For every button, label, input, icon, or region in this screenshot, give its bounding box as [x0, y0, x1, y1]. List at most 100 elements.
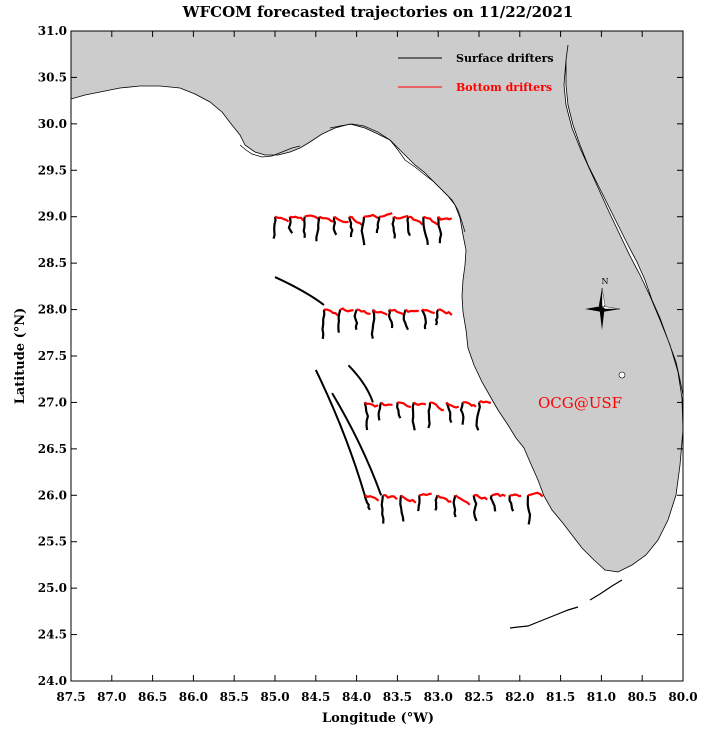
x-tick-label: 81.5 — [546, 690, 575, 704]
x-axis-label: Longitude (°W) — [322, 711, 434, 726]
surface-trajectory — [437, 216, 443, 244]
surface-trajectory — [434, 309, 440, 326]
x-tick-label: 86.5 — [138, 690, 167, 704]
surface-trajectory — [377, 402, 383, 421]
y-tick-label: 31.0 — [38, 24, 67, 38]
bottom-trajectory — [418, 492, 432, 497]
surface-trajectory — [380, 495, 385, 524]
bottom-trajectory — [421, 308, 435, 315]
surface-trajectory — [526, 495, 532, 525]
y-tick-label: 27.0 — [38, 395, 67, 409]
bottom-trajectory — [462, 401, 477, 408]
bottom-trajectory — [356, 308, 371, 315]
compass-north-label: N — [602, 277, 609, 286]
surface-trajectory — [315, 216, 321, 242]
bottom-trajectory — [372, 308, 388, 316]
bottom-trajectory — [364, 401, 379, 408]
y-tick-label: 24.0 — [38, 674, 67, 688]
legend-surface-label: Surface drifters — [456, 52, 554, 65]
bottom-trajectory — [438, 308, 453, 316]
bottom-trajectory — [478, 400, 492, 405]
bottom-trajectory — [382, 493, 398, 501]
x-tick-label: 80.0 — [668, 690, 697, 704]
x-tick-label: 84.0 — [342, 690, 371, 704]
surface-trajectory — [406, 216, 411, 237]
bottom-trajectory — [348, 215, 363, 226]
compass-icon: N — [585, 277, 621, 330]
y-tick-label: 30.0 — [38, 117, 67, 131]
x-tick-label: 81.0 — [587, 690, 616, 704]
surface-trajectory — [417, 495, 421, 512]
y-tick-label: 24.5 — [38, 628, 67, 642]
x-tick-label: 87.5 — [56, 690, 85, 704]
surface-trail — [331, 392, 383, 496]
x-tick-label: 87.0 — [97, 690, 126, 704]
x-tick-label: 80.5 — [628, 690, 657, 704]
legend: Surface drifters Bottom drifters — [398, 52, 554, 94]
surface-trajectory — [402, 309, 409, 331]
x-tick-label: 83.5 — [383, 690, 412, 704]
bottom-trajectory — [339, 307, 354, 313]
surface-trajectory — [370, 309, 376, 339]
surface-trajectory — [337, 309, 342, 333]
bottom-trajectory — [429, 401, 444, 412]
bottom-trajectory — [436, 494, 452, 503]
x-tick-label: 82.0 — [505, 690, 534, 704]
x-tick-label: 86.0 — [179, 690, 208, 704]
surface-trajectory — [348, 216, 354, 238]
y-axis-ticks: 31.0 30.5 30.0 29.5 29.0 28.5 28.0 27.5 27.0 26.5… — [38, 24, 683, 688]
bottom-trajectory — [473, 493, 488, 501]
surface-trajectory — [399, 495, 405, 522]
bottom-trajectory — [289, 215, 305, 222]
surface-trajectory — [508, 495, 515, 512]
surface-trajectory — [420, 309, 428, 330]
bottom-trajectory — [274, 215, 290, 223]
y-tick-label: 29.0 — [38, 210, 67, 224]
bottom-trajectory — [380, 401, 393, 407]
surface-trajectory — [411, 402, 416, 431]
y-tick-label: 26.0 — [38, 488, 67, 502]
bottom-trajectory — [527, 491, 544, 498]
surface-trajectory — [302, 216, 306, 238]
bottom-trajectory — [408, 215, 424, 226]
y-tick-label: 26.5 — [38, 442, 67, 456]
surface-trajectory — [396, 402, 402, 419]
surface-trajectory — [375, 216, 381, 234]
surface-trajectory — [459, 402, 465, 425]
surface-trajectory — [272, 216, 277, 239]
x-tick-label: 84.5 — [301, 690, 330, 704]
bottom-trajectory — [378, 212, 393, 218]
surface-trajectory — [434, 495, 439, 511]
lake — [618, 371, 626, 379]
watermark-text: OCG@USF — [538, 394, 622, 412]
y-tick-label: 28.5 — [38, 256, 67, 270]
surface-trajectory — [353, 309, 359, 330]
y-tick-label: 25.5 — [38, 535, 67, 549]
surface-trail — [347, 364, 374, 403]
bottom-trajectory — [422, 215, 439, 226]
bottom-trajectory — [491, 492, 506, 498]
surface-trajectory — [427, 402, 432, 429]
y-tick-label: 29.5 — [38, 163, 67, 177]
bottom-trajectory — [397, 401, 412, 409]
map-title: WFCOM forecasted trajectories on 11/22/2… — [182, 3, 574, 21]
y-tick-label: 30.5 — [38, 70, 67, 84]
bottom-trajectory — [413, 401, 427, 406]
bottom-trajectory — [319, 215, 335, 223]
bottom-trajectory — [363, 213, 379, 220]
florida-land — [71, 31, 683, 573]
bottom-trajectory — [509, 493, 522, 498]
big-bend-coastline — [239, 123, 466, 233]
x-axis-ticks: 87.5 87.0 86.5 86.0 85.5 85.0 84.5 84.0 83.5 83.0… — [56, 31, 698, 704]
legend-bottom-label: Bottom drifters — [456, 81, 552, 94]
surface-trail — [274, 276, 325, 306]
surface-trajectory — [391, 216, 396, 239]
bottom-trajectory — [304, 214, 320, 221]
bottom-trajectory — [400, 494, 417, 504]
surface-trajectory — [287, 216, 294, 234]
surface-trajectory — [321, 309, 326, 340]
surface-trajectory — [422, 216, 429, 246]
y-tick-label: 27.5 — [38, 349, 67, 363]
x-tick-label: 85.0 — [260, 690, 289, 704]
